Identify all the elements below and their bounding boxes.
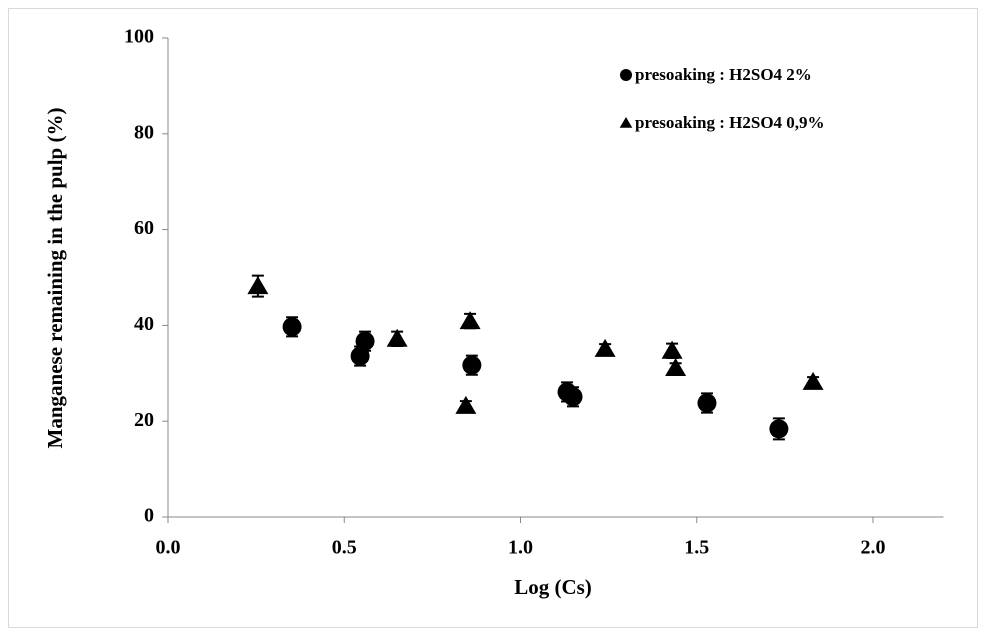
- y-tick-label: 100: [124, 26, 154, 48]
- legend-marker: [619, 117, 633, 128]
- data-point: [282, 317, 302, 337]
- x-tick-label: 0.0: [156, 537, 181, 559]
- data-point: [661, 340, 683, 359]
- x-tick-label: 1.5: [684, 537, 709, 559]
- legend-marker: [620, 69, 632, 81]
- data-point: [462, 355, 482, 375]
- y-tick-label: 0: [144, 505, 154, 527]
- y-tick-label: 40: [134, 313, 154, 335]
- x-tick-label: 2.0: [861, 537, 886, 559]
- data-point: [802, 371, 824, 390]
- data-point: [455, 395, 477, 414]
- data-point: [665, 358, 687, 377]
- x-axis-title: Log (Cs): [514, 575, 592, 599]
- data-point: [459, 311, 481, 330]
- data-point: [247, 276, 269, 295]
- legend-label: presoaking : H2SO4 0,9%: [635, 113, 825, 132]
- x-tick-label: 1.0: [508, 537, 533, 559]
- legend-label: presoaking : H2SO4 2%: [635, 65, 812, 84]
- x-tick-label: 0.5: [332, 537, 357, 559]
- y-tick-label: 60: [134, 217, 154, 239]
- data-point: [769, 419, 789, 439]
- data-point: [563, 387, 583, 407]
- y-tick-label: 80: [134, 121, 154, 143]
- data-point: [355, 331, 375, 351]
- data-point: [594, 338, 616, 357]
- data-point: [697, 393, 717, 413]
- chart-frame: [8, 8, 978, 628]
- data-point: [386, 328, 408, 347]
- y-tick-label: 20: [134, 409, 154, 431]
- y-axis-title: Manganese remaining in the pulp (%): [43, 108, 67, 449]
